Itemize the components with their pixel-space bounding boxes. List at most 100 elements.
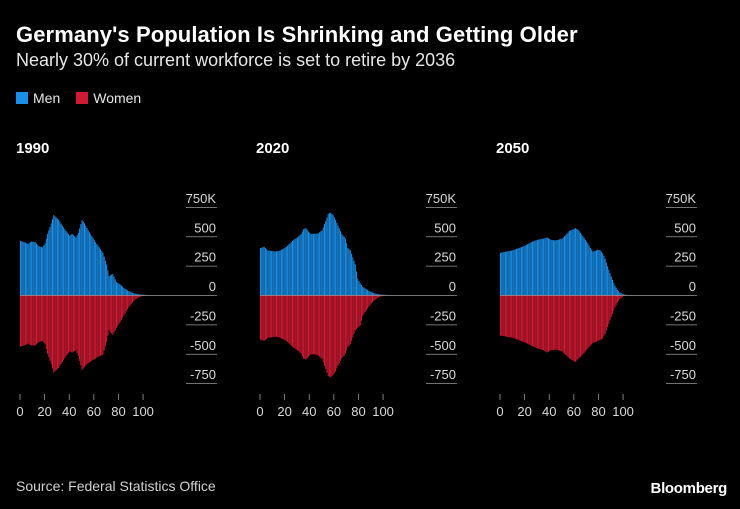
bar-women-age-75 [112,295,114,335]
bar-men-age-40 [549,238,551,295]
bar-men-age-33 [540,239,542,295]
bar-women-age-9 [31,295,33,346]
bar-men-age-30 [56,218,58,296]
bar-women-age-61 [335,295,337,372]
bar-men-age-33 [300,233,302,295]
x-tick-label: 60 [87,404,101,419]
legend-item-men: Men [16,90,60,106]
bar-women-age-85 [604,295,606,334]
bar-men-age-23 [528,243,530,295]
y-tick-label: -500 [430,338,456,353]
bar-women-age-14 [277,295,279,338]
x-tick-label: 100 [372,404,394,419]
bar-men-age-25 [530,242,532,296]
bar-men-age-83 [602,253,604,295]
bar-men-age-90 [130,292,132,295]
bar-women-age-75 [592,295,594,344]
bar-men-age-17 [40,247,42,295]
bar-women-age-4 [24,295,26,345]
bar-men-age-25 [50,223,52,295]
bar-men-age-27 [293,239,295,295]
bar-men-age-63 [337,225,339,295]
series-men [500,228,628,296]
y-tick-label: -750 [670,367,696,382]
y-tick-label: 750K [426,191,457,206]
bar-women-age-1 [261,295,263,341]
bar-women-age-83 [362,295,364,317]
bar-women-age-86 [605,295,607,331]
bar-women-age-72 [108,295,110,331]
bar-men-age-28 [54,216,56,295]
bar-men-age-8 [509,250,511,295]
bar-women-age-81 [599,295,601,341]
bar-women-age-65 [580,295,582,357]
bar-men-age-4 [264,248,266,295]
bar-women-age-26 [532,295,534,347]
bar-men-age-10 [512,250,514,295]
bar-men-age-72 [108,276,110,295]
bar-women-age-6 [507,295,509,337]
bar-men-age-66 [581,234,583,295]
bar-women-age-62 [96,295,98,358]
bar-men-age-91 [132,292,134,295]
bar-women-age-32 [539,295,541,350]
bar-women-age-41 [550,295,552,351]
chart-svg: 750K 500 250 0 -250 -500 -750 0 20 40 60 80 100 [16,191,217,419]
bar-women-age-99 [621,295,623,297]
bar-women-age-78 [356,295,358,330]
bar-women-age-27 [533,295,535,347]
y-tick-label: 750K [186,191,217,206]
bar-men-age-91 [372,292,374,295]
series-women [20,295,151,373]
bar-women-age-77 [594,295,596,342]
y-tick-label: -250 [190,308,216,323]
bar-women-age-82 [120,295,122,320]
series-men [260,212,388,296]
x-tick-label: 20 [37,404,51,419]
bar-women-age-39 [68,295,70,353]
legend: Men Women [16,90,157,106]
bar-women-age-63 [337,295,339,366]
bar-women-age-35 [303,295,305,359]
bar-men-age-21 [525,244,527,295]
bar-women-age-4 [504,295,506,337]
y-tick-label: -750 [190,367,216,382]
bar-men-age-21 [285,246,287,295]
bar-women-age-71 [347,295,349,347]
bar-women-age-82 [600,295,602,340]
bar-men-age-85 [604,258,606,295]
bar-men-age-16 [519,247,521,295]
bar-men-age-22 [527,244,529,295]
bar-women-age-15 [518,295,520,341]
bar-women-age-11 [513,295,515,339]
bar-men-age-42 [311,233,313,295]
bar-women-age-2 [22,295,24,346]
bar-women-age-45 [315,295,317,355]
bloomberg-logo: Bloomberg [650,480,728,497]
bar-women-age-95 [136,295,138,299]
bar-women-age-51 [562,295,564,353]
bar-women-age-26 [292,295,294,347]
bar-women-age-54 [566,295,568,357]
bar-women-age-50 [561,295,563,352]
bar-men-age-54 [326,217,328,295]
bar-women-age-33 [300,295,302,354]
bar-women-age-21 [525,295,527,344]
bar-women-age-84 [603,295,605,337]
bar-women-age-3 [263,295,265,341]
bar-women-age-55 [327,295,329,377]
y-tick-label: -750 [430,367,456,382]
bar-men-age-51 [562,237,564,295]
bar-men-age-45 [555,240,557,295]
bar-women-age-40 [69,295,71,352]
bar-women-age-18 [42,295,44,341]
bar-men-age-32 [59,221,61,295]
bar-men-age-78 [596,250,598,295]
bar-women-age-21 [285,295,287,341]
bar-women-age-97 [139,295,141,297]
bar-women-age-25 [530,295,532,346]
bar-women-age-66 [581,295,583,356]
legend-item-women: Women [76,90,141,106]
bar-women-age-90 [130,295,132,304]
bar-men-age-2 [22,241,24,295]
